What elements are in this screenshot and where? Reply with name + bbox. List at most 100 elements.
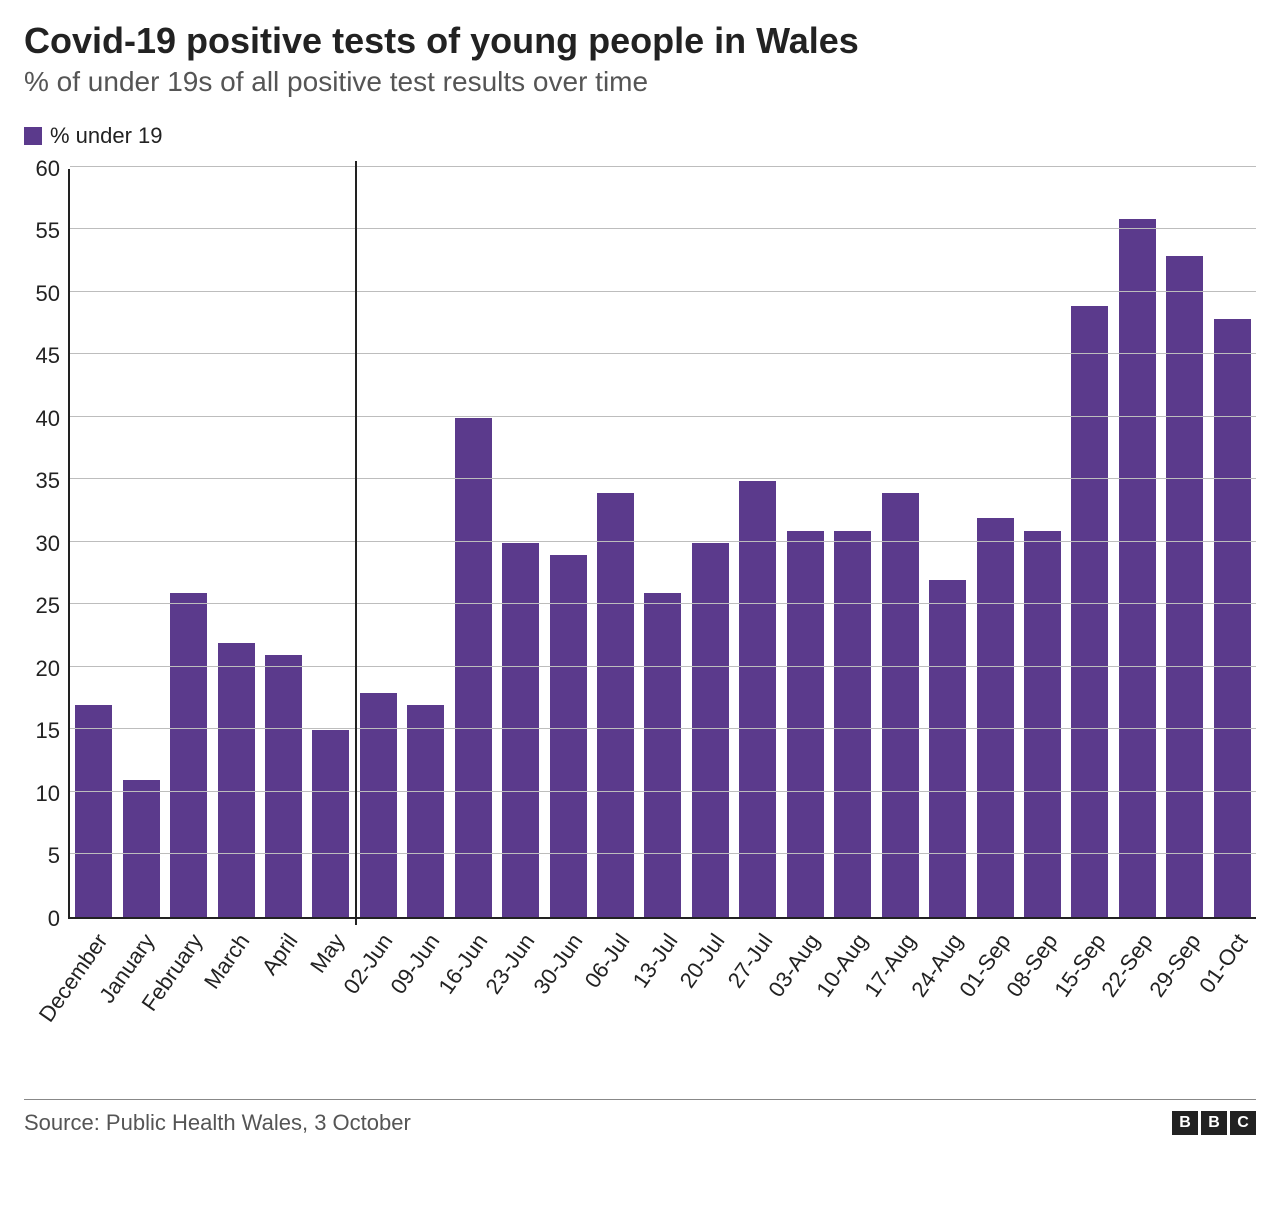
bar-slot	[687, 169, 734, 917]
x-slot: 17-Aug	[876, 919, 924, 1089]
legend: % under 19	[24, 123, 1256, 149]
y-tick-label: 35	[36, 468, 60, 494]
bbc-logo-letter: C	[1230, 1111, 1256, 1135]
y-tick-label: 45	[36, 343, 60, 369]
x-tick-label: May	[305, 929, 350, 978]
bar-slot	[307, 169, 354, 917]
gridline	[70, 228, 1256, 229]
bar-slot	[971, 169, 1018, 917]
bbc-logo: B B C	[1172, 1111, 1256, 1135]
bar	[218, 643, 255, 917]
x-slot: 03-Aug	[781, 919, 829, 1089]
x-axis: DecemberJanuaryFebruaryMarchAprilMay02-J…	[68, 919, 1256, 1089]
bar-slot	[497, 169, 544, 917]
x-slot: 10-Aug	[828, 919, 876, 1089]
chart-subtitle: % of under 19s of all positive test resu…	[24, 65, 1256, 99]
bar-slot	[402, 169, 449, 917]
bar-slot	[212, 169, 259, 917]
bar-slot	[260, 169, 307, 917]
x-slot: 02-Jun	[353, 919, 401, 1089]
x-tick-label: April	[257, 929, 304, 980]
bar-slot	[117, 169, 164, 917]
bar-slot	[924, 169, 971, 917]
gridline	[70, 291, 1256, 292]
x-tick-label: December	[34, 929, 114, 1027]
legend-label: % under 19	[50, 123, 163, 149]
bars-layer	[70, 169, 1256, 917]
bar-slot	[1114, 169, 1161, 917]
bar	[502, 543, 539, 917]
gridline	[70, 791, 1256, 792]
x-slot: 23-Jun	[496, 919, 544, 1089]
gridline	[70, 416, 1256, 417]
bar	[1214, 319, 1251, 917]
gridline	[70, 728, 1256, 729]
bar	[1166, 256, 1203, 917]
x-slot: February	[163, 919, 211, 1089]
y-tick-label: 15	[36, 718, 60, 744]
x-slot: 16-Jun	[448, 919, 496, 1089]
bar-slot	[450, 169, 497, 917]
bar-slot	[544, 169, 591, 917]
y-tick-label: 20	[36, 656, 60, 682]
y-tick-label: 10	[36, 781, 60, 807]
x-slot: 20-Jul	[686, 919, 734, 1089]
bar	[644, 593, 681, 917]
y-axis: 051015202530354045505560	[24, 169, 68, 919]
bar	[312, 730, 349, 917]
plot-row: 051015202530354045505560	[24, 169, 1256, 919]
gridline	[70, 853, 1256, 854]
bar-slot	[734, 169, 781, 917]
y-tick-label: 40	[36, 406, 60, 432]
bar-slot	[592, 169, 639, 917]
bar-slot	[782, 169, 829, 917]
bar	[929, 580, 966, 917]
y-tick-label: 55	[36, 218, 60, 244]
bar	[1071, 306, 1108, 917]
gridline	[70, 478, 1256, 479]
x-slot: 09-Jun	[401, 919, 449, 1089]
gridline	[70, 166, 1256, 167]
bbc-logo-letter: B	[1201, 1111, 1227, 1135]
footer: Source: Public Health Wales, 3 October B…	[24, 1099, 1256, 1136]
bar-slot	[355, 169, 402, 917]
x-slot: April	[258, 919, 306, 1089]
bar	[550, 555, 587, 917]
chart-title: Covid-19 positive tests of young people …	[24, 20, 1256, 61]
y-tick-label: 25	[36, 593, 60, 619]
x-slot: 29-Sep	[1161, 919, 1209, 1089]
x-slot: 01-Sep	[971, 919, 1019, 1089]
x-slot: 27-Jul	[733, 919, 781, 1089]
bar-slot	[1019, 169, 1066, 917]
bar	[123, 780, 160, 917]
bar	[739, 481, 776, 917]
legend-swatch	[24, 127, 42, 145]
x-slot: 13-Jul	[638, 919, 686, 1089]
x-slot: 15-Sep	[1066, 919, 1114, 1089]
gridline	[70, 541, 1256, 542]
bar	[265, 655, 302, 917]
bbc-logo-letter: B	[1172, 1111, 1198, 1135]
bar-slot	[829, 169, 876, 917]
bar	[977, 518, 1014, 917]
x-slot: December	[68, 919, 116, 1089]
gridline	[70, 353, 1256, 354]
bar-slot	[165, 169, 212, 917]
x-slot: May	[306, 919, 354, 1089]
bar	[170, 593, 207, 917]
bar-slot	[70, 169, 117, 917]
bar	[692, 543, 729, 917]
chart-container: Covid-19 positive tests of young people …	[24, 20, 1256, 1136]
gridline	[70, 603, 1256, 604]
bar	[407, 705, 444, 917]
bar	[1119, 219, 1156, 917]
x-slot: March	[211, 919, 259, 1089]
bar	[1024, 531, 1061, 917]
bar	[787, 531, 824, 917]
bar-slot	[1209, 169, 1256, 917]
bar	[360, 693, 397, 917]
x-slot: 22-Sep	[1113, 919, 1161, 1089]
bar-slot	[639, 169, 686, 917]
divider-line	[355, 161, 357, 925]
source-text: Source: Public Health Wales, 3 October	[24, 1110, 411, 1136]
